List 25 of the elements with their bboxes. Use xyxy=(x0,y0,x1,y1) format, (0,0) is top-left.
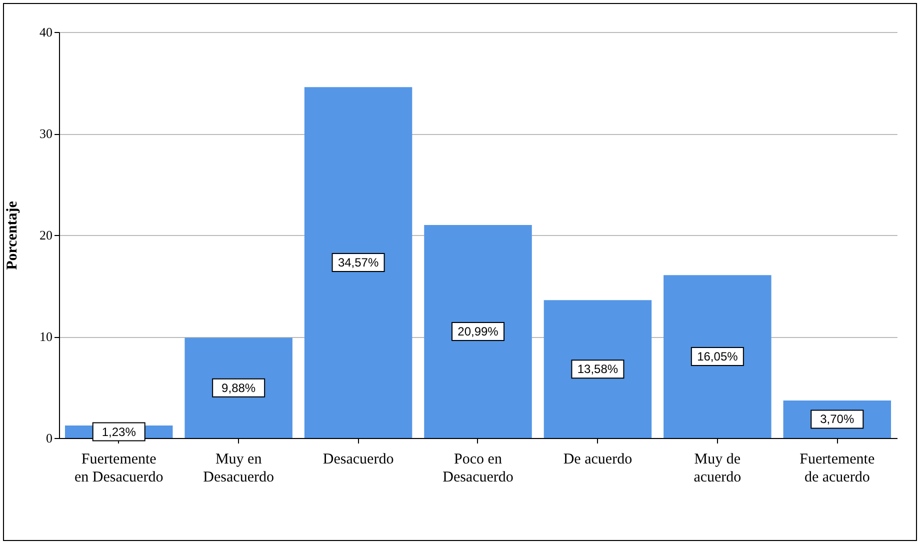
x-tick-label: Fuertemente de acuerdo xyxy=(800,452,875,486)
data-label: 13,58% xyxy=(577,362,618,376)
x-tick-label: Fuertemente en Desacuerdo xyxy=(74,452,164,486)
data-label: 9,88% xyxy=(222,380,256,395)
data-label: 16,05% xyxy=(697,350,738,364)
y-tick-label: 30 xyxy=(40,126,52,141)
y-tick-label: 20 xyxy=(40,228,52,242)
y-tick-label: 0 xyxy=(46,430,52,446)
y-axis-title: Porcentaje xyxy=(4,200,20,270)
x-tick-label: Muy en Desacuerdo xyxy=(203,452,274,486)
bar xyxy=(184,338,292,438)
x-tick-label: Poco en Desacuerdo xyxy=(442,452,514,486)
x-tick-label: Desacuerdo xyxy=(322,452,394,468)
bar xyxy=(664,275,772,438)
bar xyxy=(544,300,652,438)
data-label: 34,57% xyxy=(338,256,379,270)
x-tick-label: Muy de acuerdo xyxy=(694,452,742,486)
y-tick-label: 10 xyxy=(40,329,52,344)
data-label: 20,99% xyxy=(458,324,499,338)
x-tick-label: De acuerdo xyxy=(563,452,632,468)
bar xyxy=(304,87,412,438)
data-label: 1,23% xyxy=(102,424,136,439)
y-tick-label: 40 xyxy=(40,24,52,40)
bar xyxy=(424,224,532,438)
data-label: 3,70% xyxy=(820,412,854,426)
